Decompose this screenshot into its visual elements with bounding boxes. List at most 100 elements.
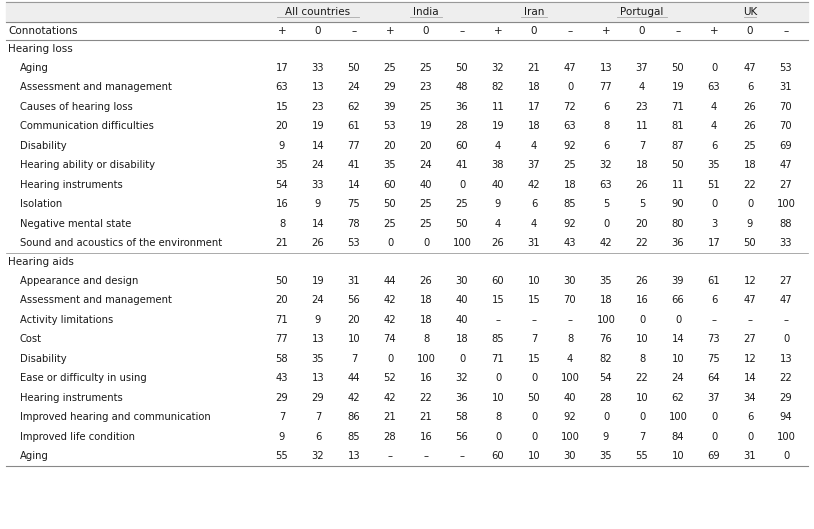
Text: 0: 0: [315, 26, 322, 36]
Text: 100: 100: [453, 238, 471, 248]
Text: 9: 9: [746, 219, 753, 229]
Text: 53: 53: [780, 63, 792, 73]
Text: 40: 40: [420, 180, 432, 190]
Text: 94: 94: [780, 412, 792, 422]
Text: 47: 47: [744, 63, 756, 73]
Text: 26: 26: [312, 238, 324, 248]
Text: 25: 25: [420, 102, 432, 112]
Text: 32: 32: [456, 373, 468, 383]
Text: 39: 39: [672, 276, 685, 286]
Text: 92: 92: [563, 219, 576, 229]
Text: Causes of hearing loss: Causes of hearing loss: [20, 102, 133, 112]
Text: 54: 54: [600, 373, 612, 383]
Text: 6: 6: [746, 412, 753, 422]
Text: 13: 13: [780, 354, 792, 364]
Text: 20: 20: [276, 121, 288, 131]
Text: 13: 13: [312, 334, 324, 344]
Text: Activity limitations: Activity limitations: [20, 315, 113, 325]
Text: 47: 47: [563, 63, 576, 73]
Text: 69: 69: [780, 141, 792, 151]
Text: 26: 26: [492, 238, 505, 248]
Text: 13: 13: [312, 82, 324, 92]
Text: 24: 24: [312, 160, 324, 170]
Text: 0: 0: [459, 180, 465, 190]
Text: 0: 0: [423, 238, 429, 248]
Text: Aging: Aging: [20, 451, 49, 461]
Text: 55: 55: [276, 451, 288, 461]
Text: –: –: [567, 26, 572, 36]
Text: 37: 37: [636, 63, 648, 73]
Text: 22: 22: [636, 238, 649, 248]
Text: 77: 77: [348, 141, 361, 151]
Text: 10: 10: [672, 354, 685, 364]
Text: Aging: Aging: [20, 63, 49, 73]
Text: 22: 22: [420, 393, 432, 403]
Text: 25: 25: [420, 63, 432, 73]
Text: 31: 31: [527, 238, 540, 248]
Text: 42: 42: [383, 393, 396, 403]
Text: 81: 81: [672, 121, 685, 131]
Text: 58: 58: [456, 412, 468, 422]
Text: –: –: [532, 315, 536, 325]
Text: 82: 82: [492, 82, 505, 92]
Text: 0: 0: [422, 26, 429, 36]
Text: –: –: [747, 315, 752, 325]
Text: 71: 71: [492, 354, 505, 364]
Text: 19: 19: [420, 121, 432, 131]
Text: 58: 58: [276, 354, 288, 364]
Text: 0: 0: [747, 432, 753, 442]
Text: 72: 72: [563, 102, 576, 112]
Text: 26: 26: [744, 102, 756, 112]
Text: 4: 4: [711, 121, 717, 131]
Text: 0: 0: [387, 238, 393, 248]
Text: 100: 100: [597, 315, 615, 325]
Text: 10: 10: [636, 334, 648, 344]
Text: –: –: [459, 26, 465, 36]
Text: 10: 10: [672, 451, 685, 461]
Text: 35: 35: [276, 160, 288, 170]
Text: 28: 28: [456, 121, 468, 131]
Text: 27: 27: [780, 180, 792, 190]
Text: 53: 53: [348, 238, 361, 248]
Text: 38: 38: [492, 160, 504, 170]
Text: 0: 0: [531, 26, 537, 36]
Text: 60: 60: [456, 141, 468, 151]
Text: 14: 14: [312, 141, 324, 151]
Text: 31: 31: [780, 82, 792, 92]
Text: 30: 30: [456, 276, 468, 286]
Text: 22: 22: [744, 180, 756, 190]
Text: India: India: [414, 7, 439, 17]
Text: 88: 88: [780, 219, 792, 229]
Text: 10: 10: [527, 276, 540, 286]
Text: 18: 18: [744, 160, 756, 170]
Text: 7: 7: [531, 334, 537, 344]
Text: 0: 0: [531, 412, 537, 422]
Text: 69: 69: [707, 451, 720, 461]
Text: 5: 5: [603, 199, 609, 209]
Text: Improved hearing and communication: Improved hearing and communication: [20, 412, 211, 422]
Text: 8: 8: [567, 334, 573, 344]
Text: 35: 35: [600, 276, 612, 286]
Text: 36: 36: [672, 238, 685, 248]
Text: 16: 16: [420, 432, 432, 442]
Text: 50: 50: [348, 63, 361, 73]
Text: 0: 0: [531, 373, 537, 383]
Text: Assessment and management: Assessment and management: [20, 295, 172, 305]
Text: 85: 85: [348, 432, 361, 442]
Text: Sound and acoustics of the environment: Sound and acoustics of the environment: [20, 238, 222, 248]
Text: 19: 19: [672, 82, 685, 92]
Text: 27: 27: [744, 334, 756, 344]
Text: 25: 25: [456, 199, 468, 209]
Text: 32: 32: [600, 160, 612, 170]
Text: 4: 4: [495, 219, 501, 229]
Text: 21: 21: [276, 238, 288, 248]
Text: Hearing loss: Hearing loss: [8, 44, 72, 54]
Text: 28: 28: [383, 432, 396, 442]
Text: Assessment and management: Assessment and management: [20, 82, 172, 92]
Text: 78: 78: [348, 219, 361, 229]
Text: 40: 40: [456, 315, 468, 325]
Text: Connotations: Connotations: [8, 26, 77, 36]
Text: –: –: [496, 315, 501, 325]
Text: Hearing instruments: Hearing instruments: [20, 180, 123, 190]
Text: 40: 40: [492, 180, 504, 190]
